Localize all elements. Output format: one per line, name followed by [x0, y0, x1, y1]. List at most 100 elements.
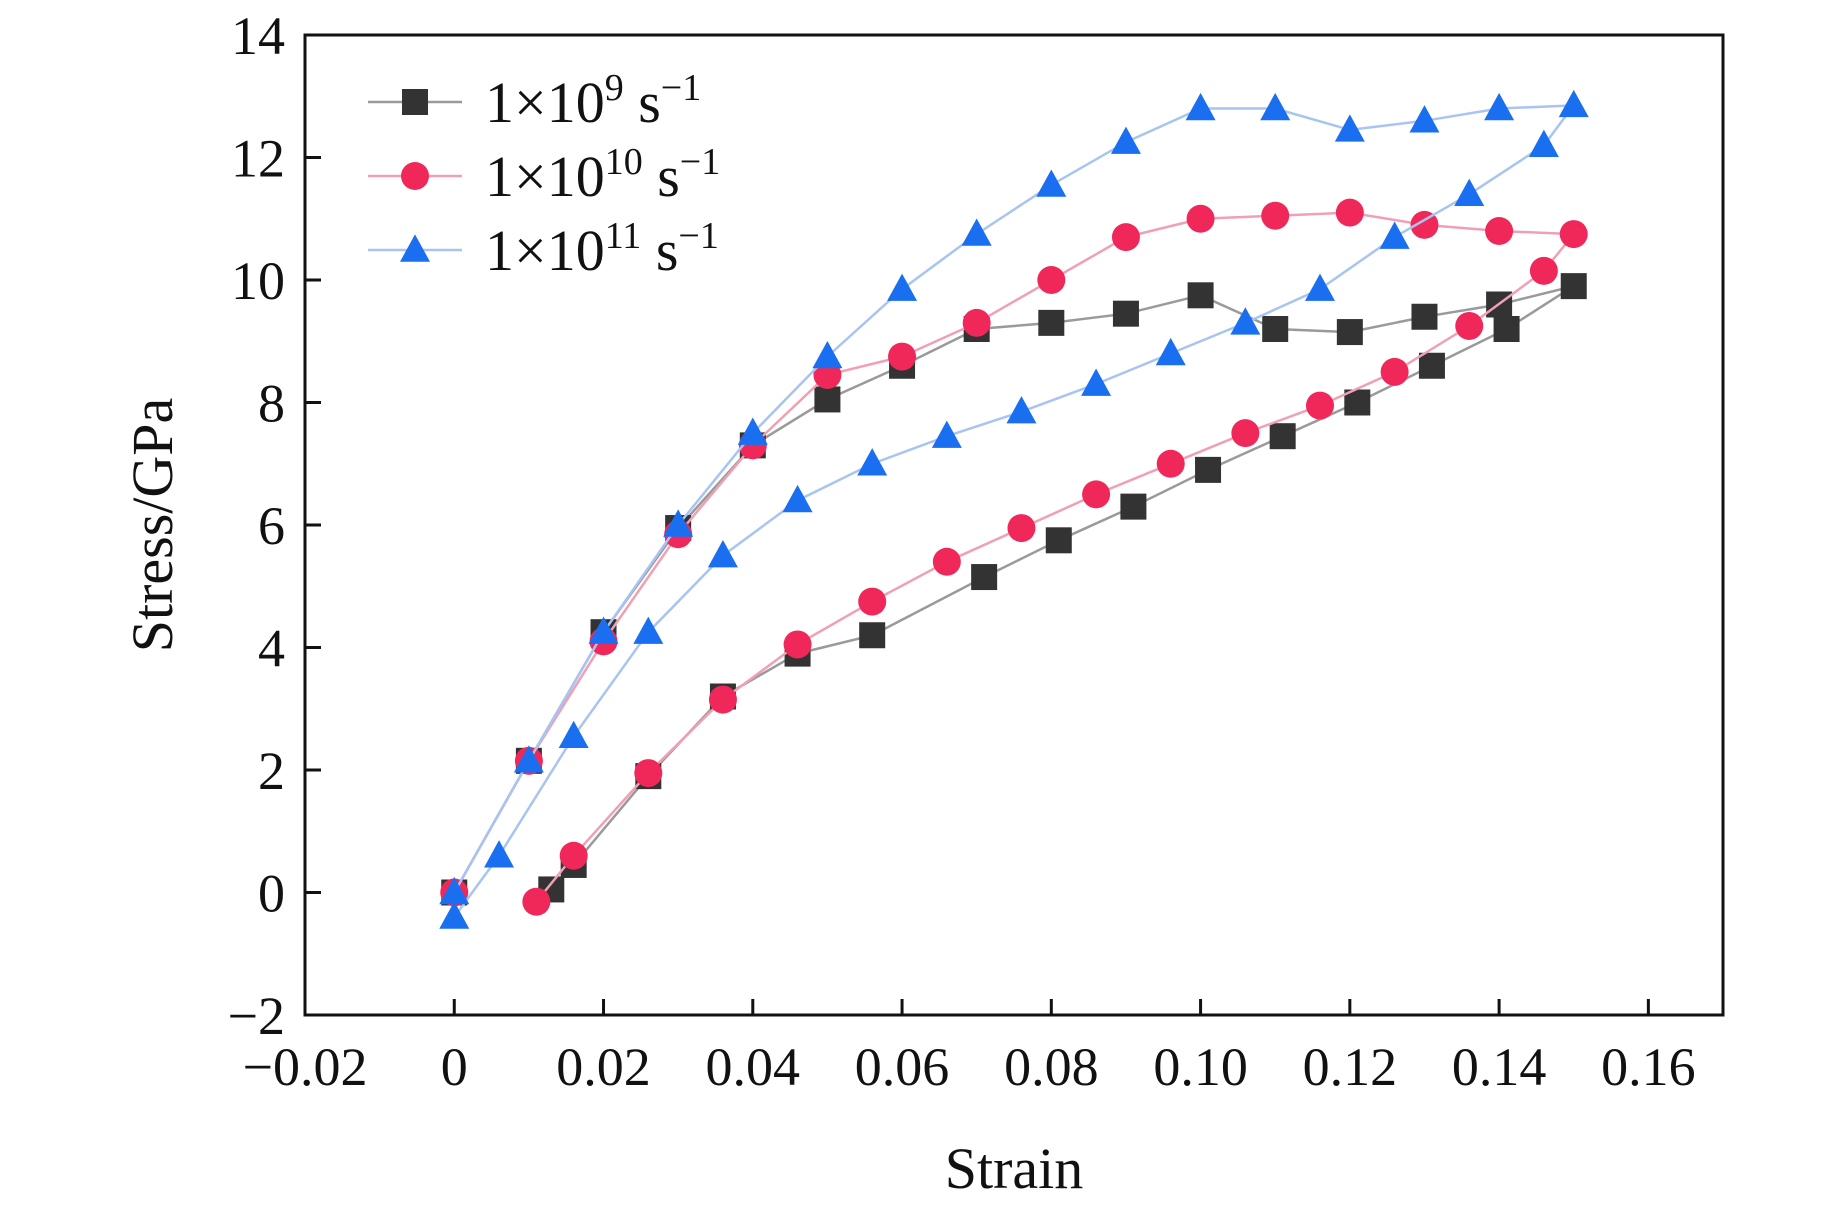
data-point — [1409, 105, 1440, 133]
data-point — [1335, 198, 1364, 227]
data-point — [1454, 178, 1485, 206]
data-point — [961, 218, 992, 246]
data-point — [1529, 256, 1558, 285]
x-tick-label: −0.02 — [243, 1037, 368, 1097]
legend-text-part: s — [641, 218, 678, 283]
x-tick-label: 0.12 — [1303, 1037, 1398, 1097]
data-point — [1528, 129, 1559, 157]
data-point — [1156, 449, 1185, 478]
y-tick-label: −2 — [228, 986, 285, 1046]
legend-superscript: −1 — [680, 141, 720, 183]
data-point — [558, 720, 589, 749]
data-point — [931, 420, 962, 448]
data-point — [1493, 316, 1520, 342]
y-tick-label: 0 — [258, 864, 285, 924]
data-point — [1260, 92, 1291, 121]
data-point — [1112, 300, 1139, 327]
y-tick-label: 8 — [258, 374, 285, 434]
data-point — [1379, 221, 1410, 249]
data-point — [634, 759, 663, 788]
data-point — [1269, 423, 1296, 450]
y-tick-label: 14 — [231, 6, 285, 66]
data-point — [1410, 210, 1439, 239]
data-point — [708, 685, 737, 714]
data-point — [1336, 319, 1363, 346]
data-point — [1304, 273, 1335, 301]
axis-ticks: −0.02 0 0.02 0.04 0.06 0.08 0.10 0.12 0.14 0.16 −2… — [228, 6, 1696, 1097]
y-tick-label: 4 — [258, 619, 285, 679]
data-point — [1418, 352, 1445, 379]
legend-superscript: 11 — [605, 215, 642, 257]
data-point — [1261, 201, 1290, 230]
data-point — [1334, 114, 1365, 142]
data-point — [932, 547, 961, 576]
data-point — [1038, 309, 1065, 336]
legend-marker — [401, 162, 429, 190]
data-point — [1111, 223, 1140, 252]
data-point — [782, 484, 813, 513]
series-circle — [440, 198, 1588, 916]
y-axis-title: Stress/GPa — [120, 398, 185, 653]
x-tick-label: 0.06 — [855, 1037, 950, 1097]
x-tick-label: 0.14 — [1452, 1037, 1547, 1097]
legend-marker — [400, 234, 430, 262]
x-tick-label: 0 — [441, 1037, 468, 1097]
data-point — [1455, 311, 1484, 340]
data-point — [971, 564, 998, 591]
y-tick-label: 2 — [258, 741, 285, 801]
data-point — [1120, 493, 1147, 520]
data-point — [707, 540, 738, 568]
x-tick-label: 0.04 — [706, 1037, 801, 1097]
data-point — [1081, 368, 1112, 396]
data-point — [1305, 391, 1334, 420]
legend-text-part: 1×10 — [485, 70, 605, 135]
data-point — [1262, 316, 1289, 342]
data-point — [1007, 514, 1036, 543]
data-point — [484, 840, 515, 868]
x-tick-label: 0.10 — [1153, 1037, 1248, 1097]
series-line — [453, 104, 1577, 918]
data-point — [1185, 92, 1216, 121]
y-tick-label: 10 — [231, 251, 285, 311]
data-point — [737, 417, 768, 445]
data-point — [1186, 204, 1215, 233]
data-point — [1110, 126, 1141, 154]
data-point — [513, 745, 544, 773]
series-layer — [439, 89, 1589, 929]
data-point — [1560, 273, 1587, 300]
data-point — [857, 448, 888, 476]
data-point — [663, 509, 694, 537]
data-point — [1082, 480, 1111, 509]
legend-text-part: 1×10 — [485, 218, 605, 283]
data-point — [1037, 266, 1066, 294]
legend-label: 1×1010 s−1 — [485, 141, 720, 209]
legend-superscript: −1 — [661, 67, 701, 109]
data-point — [1558, 89, 1589, 118]
data-point — [1484, 92, 1515, 121]
x-tick-label: 0.02 — [556, 1037, 651, 1097]
data-point — [812, 340, 843, 369]
data-point — [783, 630, 812, 659]
data-point — [1155, 337, 1186, 366]
series-triangle — [439, 89, 1589, 929]
legend-text-part: s — [624, 70, 661, 135]
data-point — [439, 876, 470, 905]
data-point — [962, 308, 991, 337]
legend: 1×109 s−11×1010 s−11×1011 s−1 — [368, 67, 720, 283]
legend-text-part: s — [643, 144, 680, 209]
data-point — [1559, 220, 1588, 249]
data-point — [1195, 456, 1222, 483]
data-point — [559, 841, 588, 870]
data-point — [633, 616, 664, 644]
legend-marker — [402, 89, 428, 115]
legend-text-part: 1×10 — [485, 144, 605, 209]
data-point — [439, 901, 470, 929]
data-point — [1230, 307, 1261, 335]
data-point — [887, 273, 918, 301]
data-point — [522, 887, 551, 916]
x-tick-label: 0.16 — [1601, 1037, 1696, 1097]
legend-entry: 1×109 s−1 — [368, 67, 701, 135]
data-point — [814, 386, 841, 413]
